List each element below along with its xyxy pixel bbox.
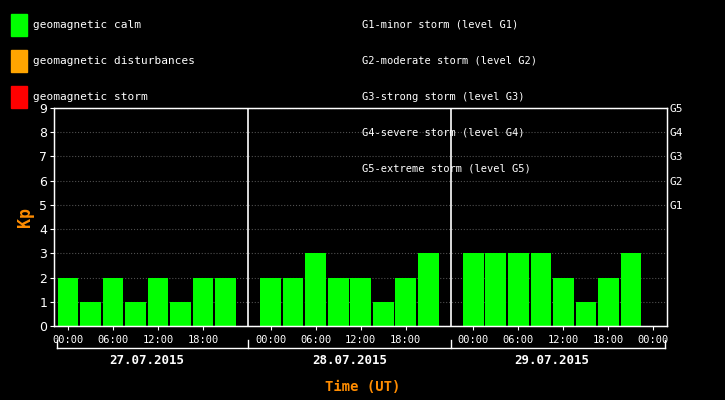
Bar (102, 278, 123, 326)
Text: G5-extreme storm (level G5): G5-extreme storm (level G5) (362, 164, 531, 174)
Bar (350, 278, 371, 326)
Y-axis label: Kp: Kp (16, 207, 34, 227)
Bar (57, 278, 78, 326)
Bar (283, 278, 304, 326)
Bar (260, 278, 281, 326)
Bar (80, 302, 101, 326)
Text: G2-moderate storm (level G2): G2-moderate storm (level G2) (362, 56, 537, 66)
Text: G1-minor storm (level G1): G1-minor storm (level G1) (362, 20, 519, 30)
Text: geomagnetic storm: geomagnetic storm (33, 92, 147, 102)
Bar (418, 253, 439, 326)
Bar (531, 253, 551, 326)
Text: Time (UT): Time (UT) (325, 380, 400, 394)
Text: 29.07.2015: 29.07.2015 (515, 354, 589, 366)
Bar (576, 302, 596, 326)
Bar (125, 302, 146, 326)
Text: 28.07.2015: 28.07.2015 (312, 354, 387, 366)
Bar (148, 278, 168, 326)
Text: G3-strong storm (level G3): G3-strong storm (level G3) (362, 92, 525, 102)
Text: geomagnetic disturbances: geomagnetic disturbances (33, 56, 194, 66)
Bar (463, 253, 484, 326)
Bar (170, 302, 191, 326)
Text: geomagnetic calm: geomagnetic calm (33, 20, 141, 30)
Bar (215, 278, 236, 326)
Bar (508, 253, 529, 326)
Bar (328, 278, 349, 326)
Text: G4-severe storm (level G4): G4-severe storm (level G4) (362, 128, 525, 138)
Bar (305, 253, 326, 326)
Bar (598, 278, 619, 326)
Bar (395, 278, 416, 326)
Bar (193, 278, 213, 326)
Bar (621, 253, 642, 326)
Text: 27.07.2015: 27.07.2015 (109, 354, 184, 366)
Bar (486, 253, 506, 326)
Bar (373, 302, 394, 326)
Bar (553, 278, 573, 326)
